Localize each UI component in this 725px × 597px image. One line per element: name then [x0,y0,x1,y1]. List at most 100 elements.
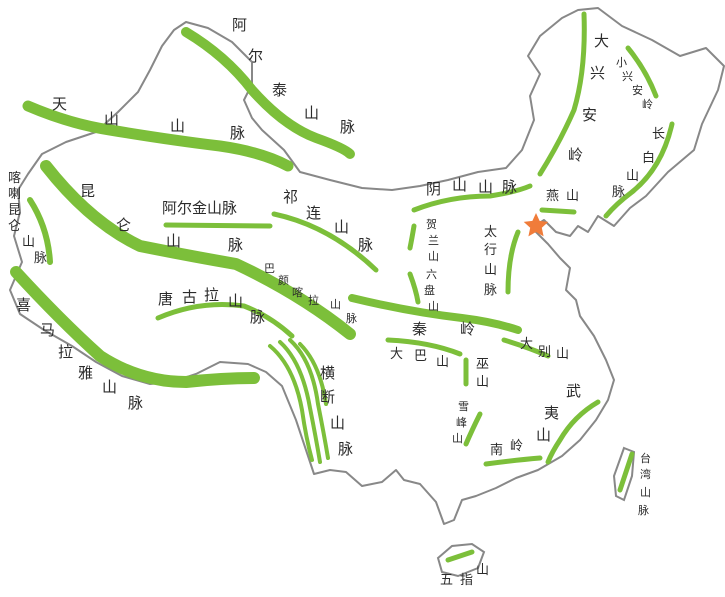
label-hengduan-2: 断 [320,388,335,406]
label-lkhingan-2: 兴 [622,70,633,83]
label-karakoram-1: 喀 [8,170,21,186]
range-liupan [410,274,418,302]
label-hengduan-3: 山 [330,414,345,432]
label-nanling-2: 岭 [510,439,523,454]
label-xuefeng-3: 山 [452,432,463,445]
label-qilian-3: 山 [334,218,349,236]
label-qilian-1: 祁 [283,188,298,206]
range-yanshan [542,210,574,212]
label-tanggula-3: 拉 [204,286,219,304]
label-changbai-1: 长 [652,127,665,142]
label-yanshan-1: 燕 [546,189,559,204]
label-bayanhar-4: 拉 [308,293,319,307]
range-nanling [486,458,540,464]
label-himalaya-2: 马 [40,321,55,339]
label-karakoram-6: 脉 [34,251,47,266]
label-gkhingan-3: 安 [582,106,597,124]
range-taiwan [620,454,632,490]
label-xuefeng-2: 峰 [456,416,467,429]
china-border [10,8,724,524]
label-wuzhi-3: 山 [476,563,489,578]
label-hengduan-4: 脉 [338,440,353,458]
label-qilian-2: 连 [306,204,321,222]
label-yinshan-2: 山 [452,176,467,194]
label-changbai-2: 白 [642,150,655,166]
label-altai-5: 脉 [340,118,355,136]
label-kunlun-1: 昆 [80,182,95,200]
label-taihang-4: 脉 [484,283,497,298]
label-tanggula-2: 古 [182,288,197,306]
label-hengduan-1: 横 [320,364,335,382]
label-yinshan-1: 阴 [426,180,441,198]
label-karakoram-5: 山 [22,235,35,250]
label-altai-4: 山 [304,104,319,122]
label-helan-1: 贺 [426,218,437,231]
label-qilian-4: 脉 [358,236,373,254]
label-gkhingan-1: 大 [594,32,609,50]
label-helan-2: 兰 [428,234,439,247]
label-gkhingan-4: 岭 [568,146,583,164]
label-bayanhar-6: 脉 [346,311,357,325]
label-taihang-3: 山 [484,263,497,278]
range-taihang [508,232,518,292]
label-liupan-3: 山 [428,300,439,313]
range-wuzhi [448,552,472,560]
label-changbai-3: 山 [626,169,639,184]
label-kunlun-2: 仑 [116,216,131,234]
label-lkhingan-1: 小 [616,56,627,69]
label-liupan-1: 六 [426,268,437,281]
label-karakoram-2: 喇 [8,187,21,202]
label-helan-3: 山 [428,250,439,263]
label-himalaya-1: 喜 [16,296,31,314]
label-wuyi-1: 武 [566,382,581,400]
label-daba-3: 山 [436,355,449,370]
label-qinling-2: 岭 [460,320,475,338]
label-yinshan-4: 脉 [502,178,517,196]
label-tanggula-1: 唐 [158,290,173,308]
label-tanggula-5: 脉 [250,308,265,326]
label-tianshan-2: 山 [104,110,119,128]
label-wushan-2: 山 [476,375,489,390]
label-daba-1: 大 [390,347,403,362]
label-daba-2: 巴 [414,349,427,364]
label-bayanhar-5: 山 [330,298,341,311]
label-altun: 阿尔金山脉 [162,199,237,217]
label-taiwan-1: 台 [640,451,651,465]
label-tianshan-1: 天 [52,95,67,113]
range-tianshan [28,106,288,166]
range-tanggula [158,305,292,337]
label-himalaya-3: 拉 [58,343,73,361]
label-bayanhar-1: 巴 [264,262,275,275]
label-taiwan-4: 脉 [638,503,649,517]
label-bayanhar-3: 喀 [292,286,303,299]
label-tianshan-4: 脉 [230,124,245,142]
label-himalaya-6: 脉 [128,394,143,412]
label-wuzhi-1: 五 [440,573,453,588]
label-changbai-4: 脉 [612,185,625,200]
label-gkhingan-2: 兴 [590,64,605,82]
label-dabie-2: 别 [538,345,551,360]
label-karakoram-3: 昆 [8,203,21,218]
label-tianshan-3: 山 [170,117,185,135]
label-taiwan-3: 山 [640,486,651,499]
label-tanggula-4: 山 [228,292,243,310]
label-himalaya-4: 雅 [78,364,93,382]
label-himalaya-5: 山 [102,378,117,396]
label-wuyi-2: 夷 [544,404,559,422]
range-helan [410,226,414,248]
range-xuefeng [466,414,480,444]
label-taihang-1: 太 [484,225,497,240]
label-kunlun-3: 山 [166,232,181,250]
label-lkhingan-3: 安 [632,83,643,97]
label-altai-3: 泰 [272,81,287,99]
label-taiwan-2: 湾 [640,467,651,481]
label-altai-2: 尔 [248,47,263,65]
label-yinshan-3: 山 [478,178,493,196]
label-kunlun-4: 脉 [228,236,243,254]
label-dabie-1: 大 [520,337,533,352]
label-bayanhar-2: 颜 [278,274,289,287]
label-xuefeng-1: 雪 [458,400,469,413]
label-lkhingan-4: 岭 [642,97,653,111]
